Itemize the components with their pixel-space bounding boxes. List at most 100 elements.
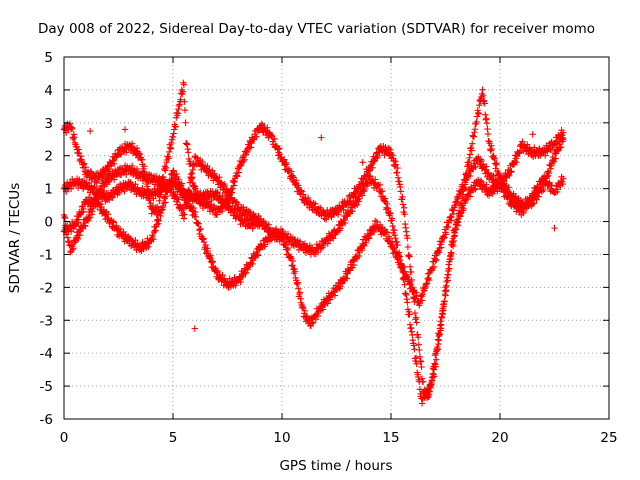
data-point: [121, 188, 128, 195]
y-tick-label: -1: [40, 247, 53, 263]
data-point: [404, 234, 411, 242]
data-point: [466, 151, 474, 158]
data-point: [441, 297, 448, 305]
data-point: [434, 343, 441, 351]
data-point: [296, 289, 304, 296]
data-point: [560, 175, 567, 182]
data-point: [417, 357, 425, 365]
data-point: [406, 253, 413, 260]
data-point: [560, 129, 567, 136]
data-point: [229, 185, 236, 193]
x-axis-label: GPS time / hours: [279, 458, 392, 474]
data-point: [454, 199, 462, 206]
data-point: [425, 276, 433, 284]
y-tick-label: 2: [44, 149, 53, 165]
data-point: [248, 139, 255, 147]
data-point: [301, 307, 309, 315]
data-point: [165, 155, 172, 162]
data-point: [162, 164, 170, 172]
data-point: [98, 203, 105, 211]
data-point: [394, 164, 401, 172]
data-point: [401, 210, 408, 218]
data-point: [472, 163, 479, 171]
data-point: [197, 226, 204, 233]
y-tick-label: -5: [40, 379, 53, 395]
data-point: [350, 261, 358, 269]
chart-title: Day 008 of 2022, Sidereal Day-to-day VTE…: [38, 21, 595, 37]
data-point: [547, 146, 554, 154]
data-point: [264, 124, 271, 131]
data-point: [165, 148, 173, 156]
data-point: [411, 346, 418, 353]
data-point: [507, 193, 514, 201]
data-point: [424, 392, 431, 400]
data-point: [98, 187, 106, 195]
data-point: [454, 222, 462, 229]
data-point: [180, 81, 188, 88]
data-point: [490, 172, 497, 179]
data-point: [448, 250, 455, 258]
data-point: [401, 281, 408, 288]
data-point: [471, 126, 479, 133]
data-point: [478, 157, 485, 165]
data-point: [418, 297, 426, 304]
y-tick-label: 3: [44, 116, 53, 132]
data-point: [342, 219, 349, 227]
data-point: [508, 168, 515, 175]
data-point: [513, 159, 520, 166]
plot-area: [60, 79, 567, 407]
data-point: [369, 164, 376, 172]
data-point: [185, 149, 192, 156]
data-point: [434, 336, 442, 343]
data-point: [110, 160, 118, 167]
data-point: [242, 269, 250, 276]
data-point: [502, 186, 509, 193]
data-point: [214, 267, 221, 275]
data-point: [300, 191, 307, 198]
data-point: [550, 158, 558, 166]
x-tick-labels: 0 5 10 15 20 25: [60, 430, 618, 446]
data-point: [74, 235, 82, 242]
data-point: [429, 373, 436, 381]
data-point: [415, 341, 422, 348]
data-point: [182, 119, 189, 126]
x-tick-label: 10: [273, 430, 290, 446]
data-point: [501, 180, 508, 187]
data-point: [150, 195, 157, 202]
data-point: [416, 346, 423, 354]
data-point: [412, 354, 420, 362]
y-tick-label: -2: [40, 280, 53, 296]
data-point: [234, 173, 241, 180]
data-point: [294, 279, 302, 286]
data-point: [472, 186, 479, 193]
data-point: [86, 214, 94, 221]
data-point: [517, 141, 524, 149]
data-point: [520, 209, 527, 217]
data-point: [416, 386, 424, 393]
data-point: [469, 140, 476, 147]
data-point: [110, 176, 118, 183]
data-point: [265, 221, 273, 228]
data-point: [64, 225, 71, 233]
data-point: [442, 231, 450, 238]
data-point: [181, 106, 189, 114]
data-point: [437, 321, 445, 328]
data-point: [74, 219, 82, 227]
data-point: [172, 123, 179, 131]
data-point: [276, 145, 283, 152]
data-point: [319, 306, 327, 313]
data-point: [481, 100, 488, 107]
data-point: [167, 145, 175, 152]
data-point: [253, 133, 260, 141]
data-point: [483, 120, 491, 127]
data-point: [192, 213, 200, 221]
data-point: [295, 285, 302, 292]
data-point: [359, 159, 366, 166]
data-point: [376, 181, 384, 189]
data-point: [416, 378, 423, 385]
data-point: [283, 159, 290, 167]
data-point: [181, 211, 188, 218]
data-point: [140, 163, 148, 170]
data-point: [483, 181, 490, 188]
data-point: [479, 92, 487, 99]
